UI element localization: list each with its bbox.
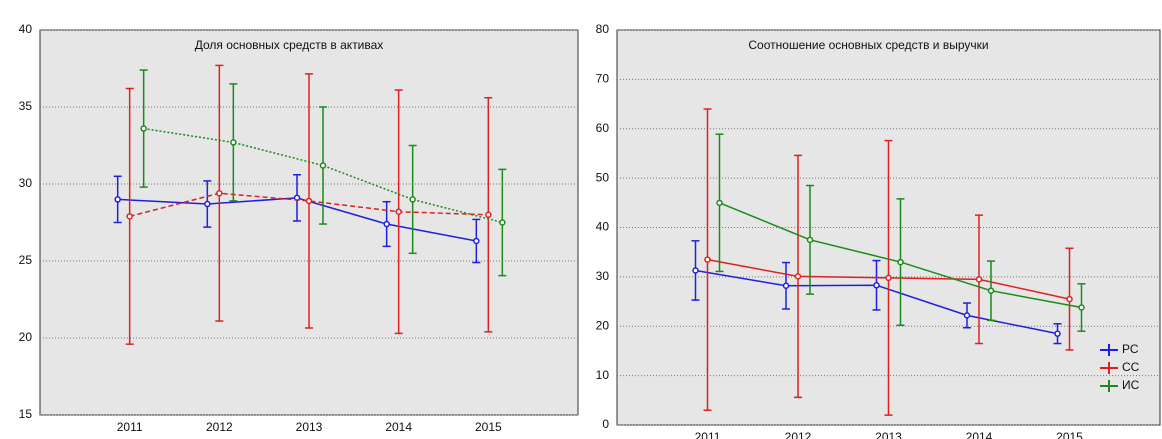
point <box>409 196 416 203</box>
y-tick-label: 15 <box>19 407 33 421</box>
y-tick-label: 40 <box>19 22 33 36</box>
y-tick-label: 30 <box>596 269 610 283</box>
point <box>230 139 237 146</box>
y-tick-label: 20 <box>19 330 33 344</box>
point <box>1054 330 1061 337</box>
y-tick-label: 60 <box>596 121 610 135</box>
point <box>885 274 892 282</box>
chart-title: Доля основных средств в активах <box>195 38 384 52</box>
x-tick-label: 2014 <box>385 420 412 434</box>
x-tick-label: 2011 <box>695 430 721 439</box>
x-tick-label: 2012 <box>206 420 233 434</box>
point <box>782 282 790 290</box>
x-tick-label: 2011 <box>117 420 143 434</box>
point <box>473 237 480 245</box>
point <box>305 197 313 205</box>
x-tick-label: 2014 <box>966 430 993 439</box>
point <box>873 282 880 289</box>
y-tick-label: 0 <box>602 417 609 431</box>
point <box>987 287 995 294</box>
y-tick-label: 50 <box>596 170 610 184</box>
point <box>806 236 814 244</box>
y-tick-label: 25 <box>19 253 33 267</box>
x-tick-label: 2013 <box>296 420 323 434</box>
point <box>963 312 971 319</box>
chart-title: Соотношение основных средств и выручки <box>748 38 988 52</box>
point <box>794 273 802 280</box>
point <box>975 276 983 283</box>
point <box>897 258 904 266</box>
point <box>704 256 711 263</box>
point <box>1078 304 1085 311</box>
point <box>383 220 390 228</box>
point <box>485 211 492 219</box>
x-tick-label: 2015 <box>475 420 502 434</box>
y-tick-label: 80 <box>596 22 610 36</box>
y-tick-label: 70 <box>596 72 610 86</box>
legend-label: СС <box>1122 360 1140 374</box>
point <box>140 125 147 132</box>
x-tick-label: 2012 <box>785 430 812 439</box>
point <box>499 219 506 226</box>
point <box>319 162 327 169</box>
point <box>1066 295 1073 303</box>
point <box>692 267 699 274</box>
point <box>114 196 121 203</box>
point <box>716 199 723 207</box>
x-tick-label: 2013 <box>875 430 902 439</box>
y-tick-label: 30 <box>19 176 33 190</box>
y-tick-label: 35 <box>19 99 33 113</box>
point <box>204 200 211 208</box>
point <box>395 208 402 215</box>
y-tick-label: 20 <box>596 318 610 332</box>
x-tick-label: 2015 <box>1056 430 1083 439</box>
y-tick-label: 40 <box>596 220 610 234</box>
legend-label: ИС <box>1122 378 1140 392</box>
point <box>216 189 223 197</box>
point <box>126 213 133 220</box>
y-tick-label: 10 <box>596 368 610 382</box>
legend-label: РС <box>1122 342 1139 356</box>
series-line <box>143 127 503 224</box>
